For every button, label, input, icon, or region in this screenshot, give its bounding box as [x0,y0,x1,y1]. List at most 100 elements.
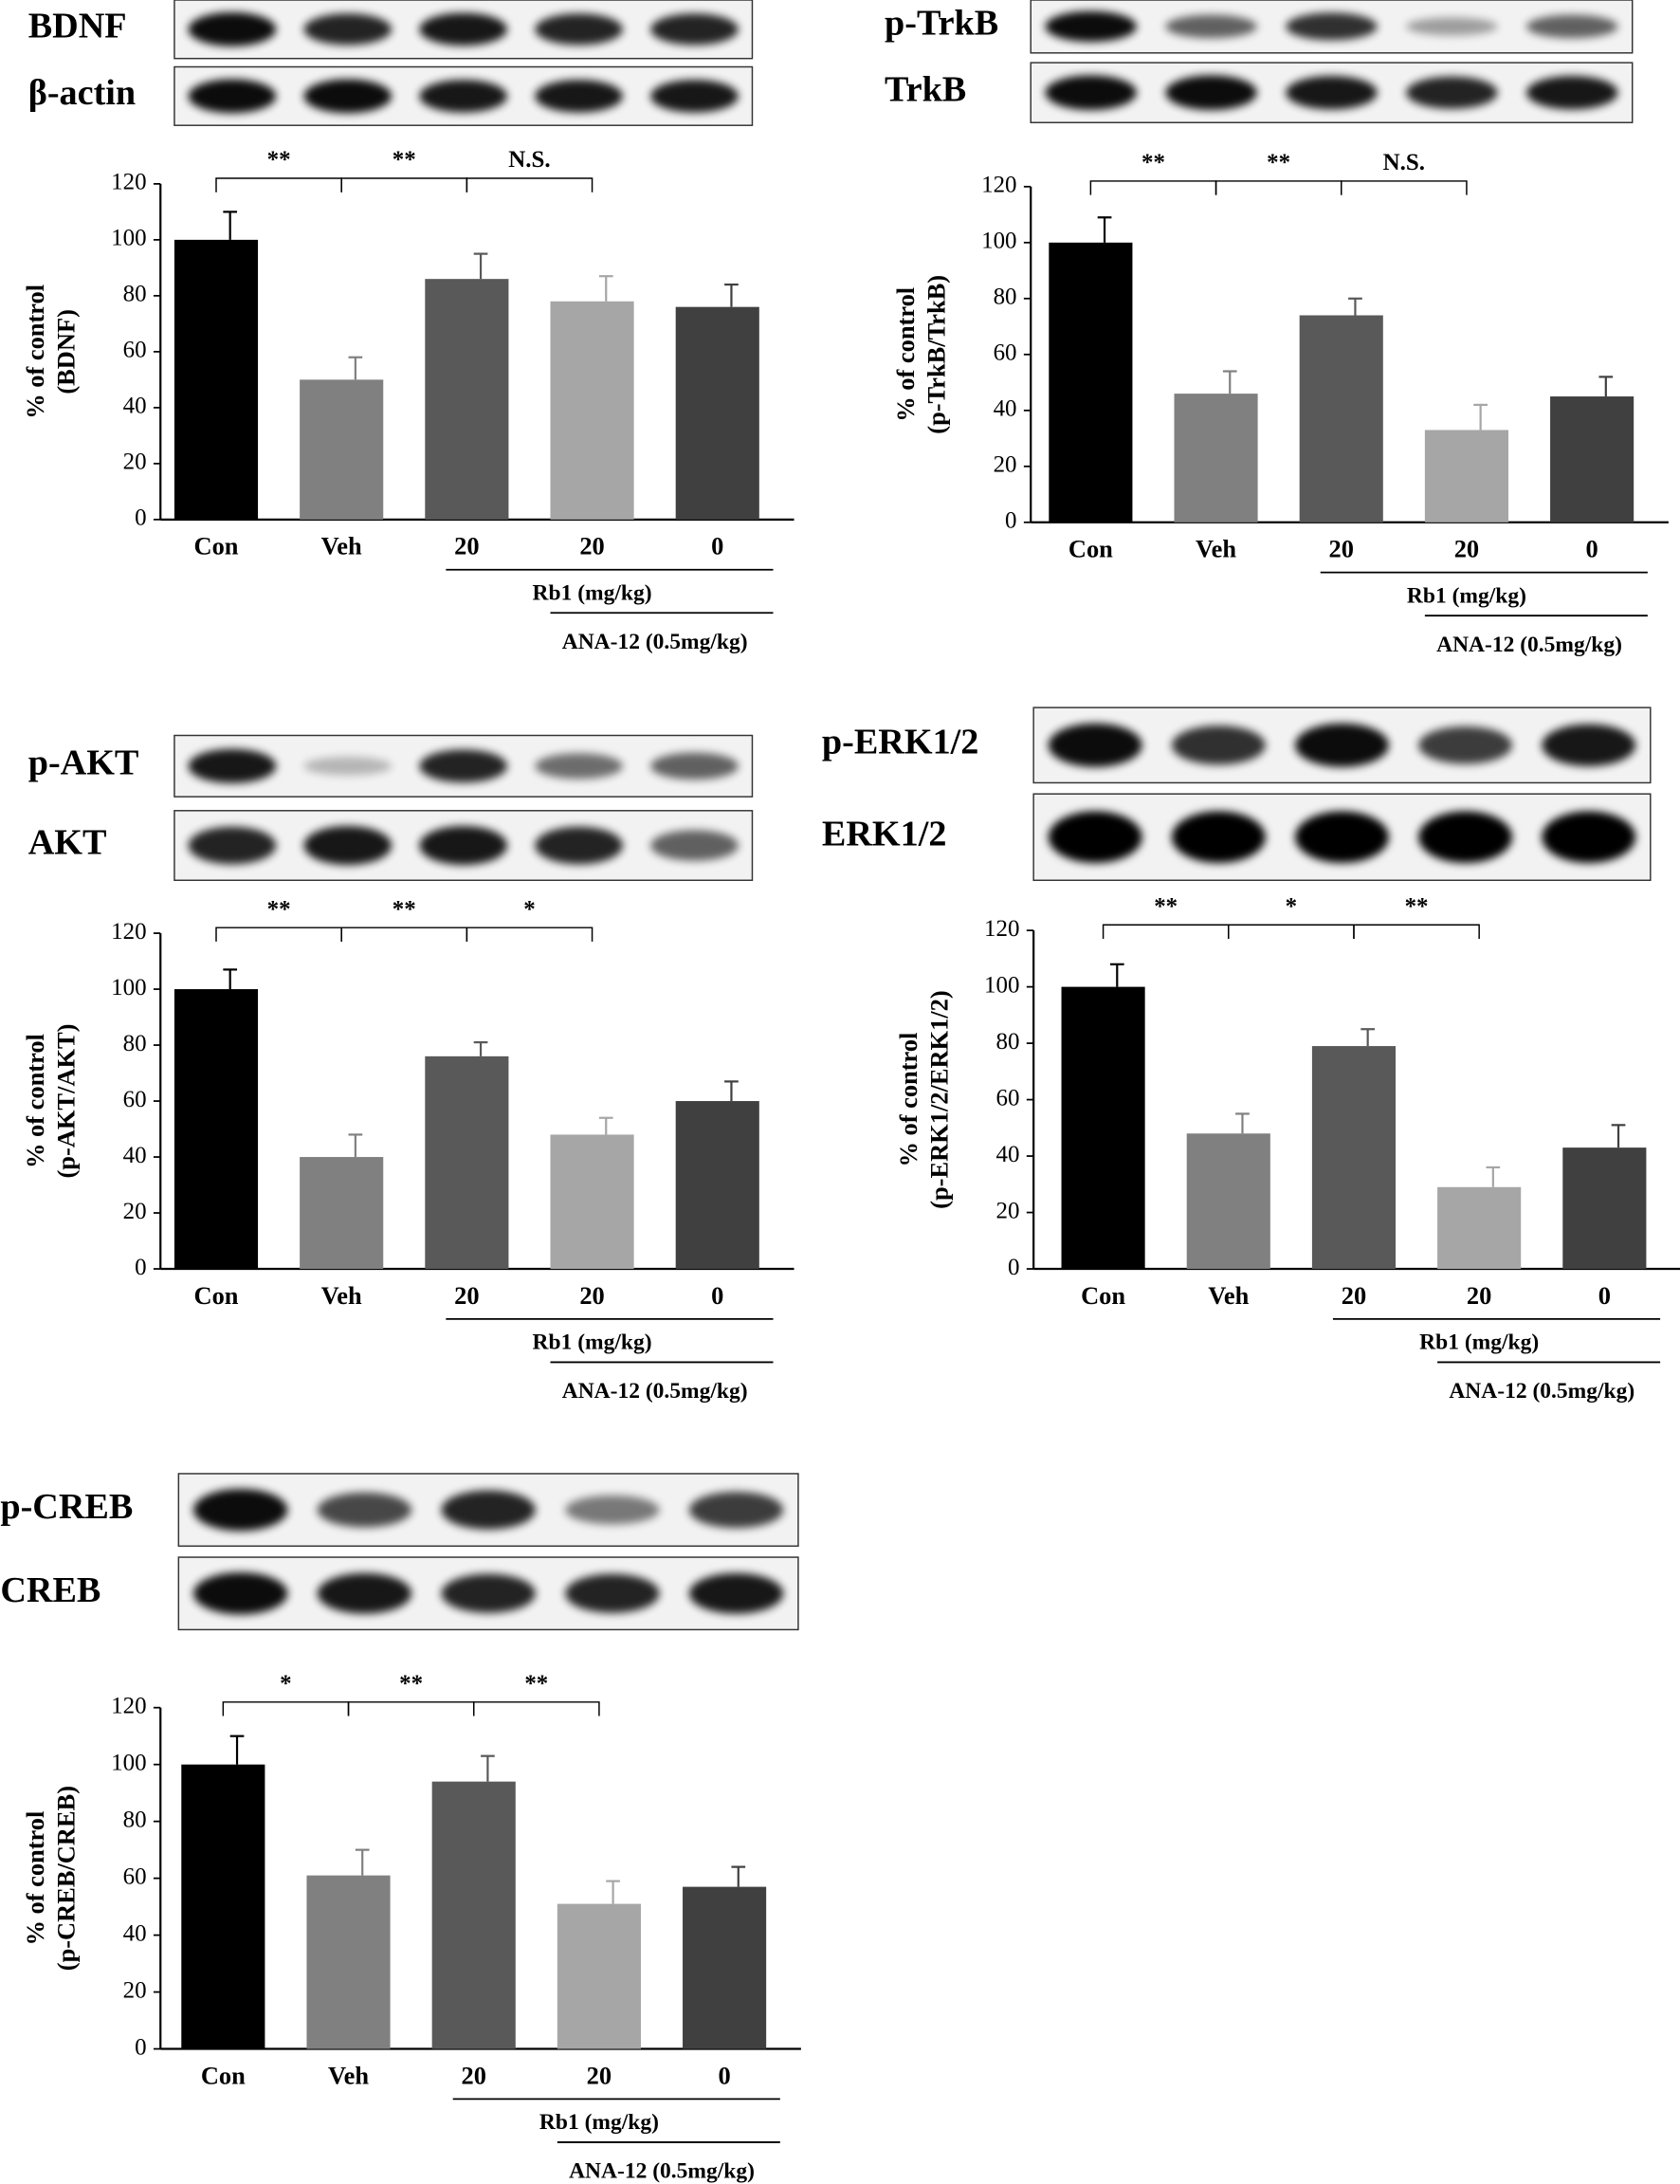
blot-band [1526,75,1618,110]
bracket [347,1701,475,1716]
significance: ** [393,147,416,173]
y-tick-label: 100 [111,1750,146,1775]
x-tick-label: 20 [1329,535,1354,563]
bracket [1089,180,1217,195]
group-label: Rb1 (mg/kg) [539,2110,659,2135]
significance: N.S. [508,147,550,173]
blot-band [650,752,739,780]
bar [181,1764,265,2049]
y-axis-label: (BDNF) [51,309,80,395]
bar [557,1903,641,2049]
x-tick-label: 20 [1467,1281,1491,1310]
y-axis-label: % of control [894,1033,922,1167]
y-tick-label: 100 [111,975,146,1000]
y-tick-label: 0 [135,505,146,531]
y-axis-label: (p-CREB/CREB) [51,1786,80,1971]
y-tick-label: 40 [123,1143,147,1168]
y-axis-label: % of control [891,287,920,422]
bracket [340,177,468,193]
blot-label: TrkB [885,69,966,109]
x-tick-label: 20 [1454,535,1479,563]
bracket [466,177,593,193]
panel: p-TrkB TrkB 0 20 40 60 80 100 120 % of control (p-… [885,0,1669,657]
y-tick-label: 0 [135,1255,146,1280]
x-tick-label: Veh [1208,1281,1249,1310]
significance: ** [524,1671,548,1697]
group-label: ANA-12 (0.5mg/kg) [569,2159,755,2184]
x-tick-label: 20 [579,1281,604,1310]
x-tick-label: Con [1068,535,1113,563]
blot-band [1048,811,1142,864]
blot-band [1045,75,1137,110]
blot-band [419,12,508,46]
y-axis-label: (p-ERK1/2/ERK1/2) [924,990,953,1208]
blot-band [535,826,623,865]
x-tick-label: 20 [454,1281,479,1310]
blot-band [419,825,508,866]
y-tick-label: 80 [123,1807,147,1832]
y-tick-label: 100 [981,229,1016,254]
blot-label: p-AKT [28,743,139,783]
blot-band [317,1492,412,1528]
bar [173,989,259,1270]
blot-band [188,748,277,783]
y-tick-label: 20 [996,1198,1020,1223]
y-tick-label: 20 [123,1977,147,2003]
blot-band [1048,723,1142,767]
bracket [215,177,342,193]
x-tick-label: 20 [587,2061,612,2089]
blot-band [1045,10,1137,43]
blot-band [1286,12,1378,41]
blot-band [441,1490,536,1530]
bracket [1353,924,1480,939]
y-tick-label: 80 [994,284,1017,310]
blot-band [303,79,393,114]
y-axis-label: % of control [21,1034,49,1168]
significance: * [1286,893,1297,919]
blot-band [441,1573,536,1613]
blot-band [303,757,393,776]
bar [675,1101,759,1270]
blot-band [650,80,739,113]
bar [1061,986,1145,1270]
bar [425,279,509,520]
y-tick-label: 60 [123,1863,147,1889]
blot-band [565,1495,660,1525]
blot-band [188,11,277,46]
y-tick-label: 40 [996,1142,1020,1167]
group-label: ANA-12 (0.5mg/kg) [562,1379,748,1404]
bracket [466,927,593,942]
significance: * [523,896,535,922]
blot-band [1295,811,1389,864]
bar [683,1886,767,2049]
bar [1424,430,1508,523]
blot-label: CREB [0,1570,100,1610]
bar [1186,1133,1270,1270]
blot-band [650,13,739,46]
blot-band [317,1572,412,1614]
x-tick-label: Con [194,1281,239,1310]
blot-band [419,749,508,783]
blot-band [688,1572,784,1614]
significance: N.S. [1383,150,1425,175]
blot-label: p-CREB [0,1487,133,1527]
blot-label: AKT [28,822,107,862]
bar [1311,1046,1397,1270]
x-tick-label: Veh [321,1281,362,1310]
blot-band [193,1572,288,1615]
x-tick-label: 0 [1598,1281,1611,1310]
significance: * [280,1671,291,1697]
blot-band [1526,14,1618,39]
y-axis-label: % of control [21,1811,49,1946]
x-tick-label: 20 [1342,1281,1366,1310]
group-label: Rb1 (mg/kg) [1407,583,1526,608]
y-tick-label: 120 [111,1693,146,1718]
x-tick-label: Veh [321,532,362,560]
bar [1049,242,1133,523]
y-tick-label: 80 [123,1031,147,1056]
panel: BDNF β-actin 0 20 40 60 80 100 120 % of control (B… [21,0,794,654]
y-tick-label: 60 [996,1085,1020,1110]
bar [675,306,759,520]
